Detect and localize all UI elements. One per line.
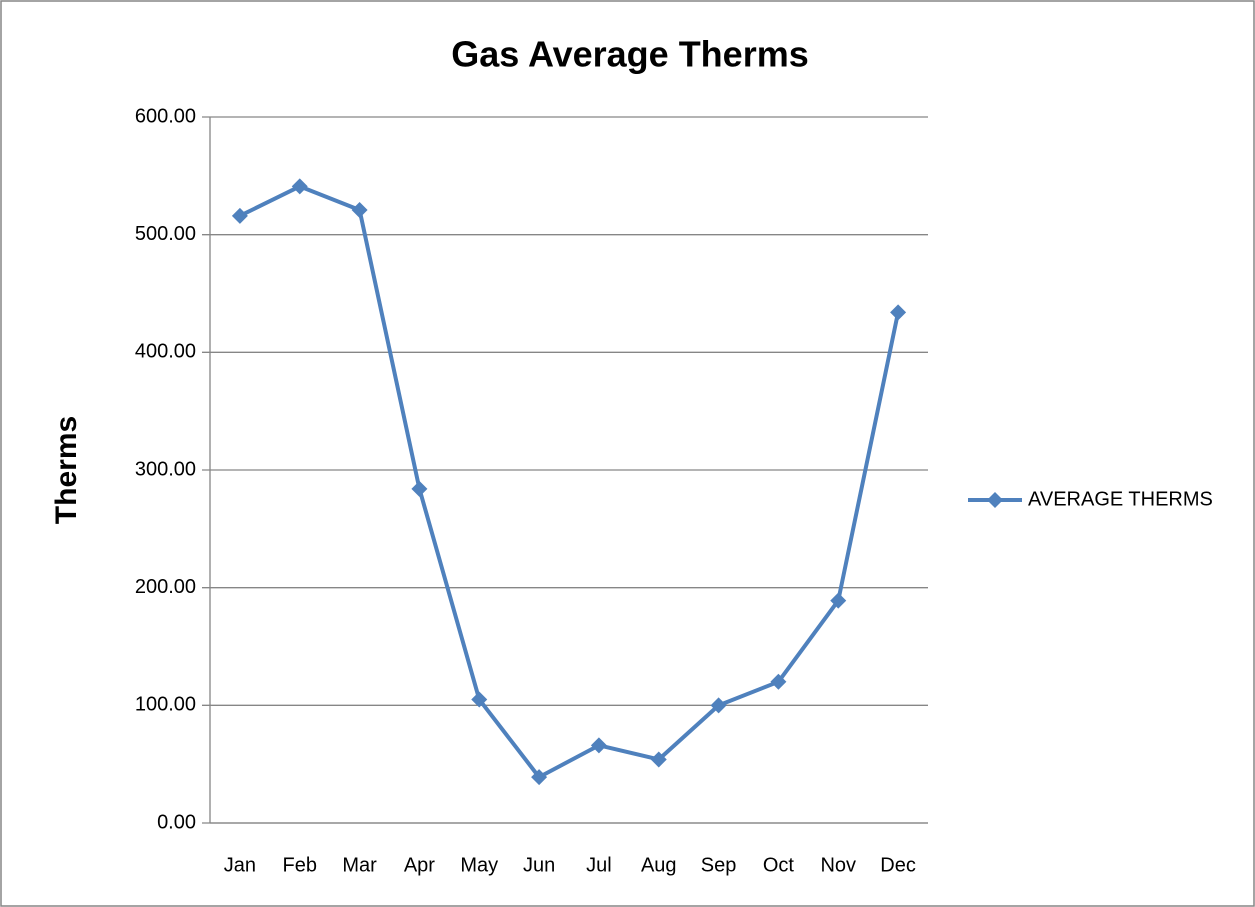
x-tick-label: Apr bbox=[404, 854, 435, 876]
y-tick-label: 200.00 bbox=[135, 576, 196, 598]
legend-marker bbox=[987, 492, 1003, 508]
x-tick-label: Aug bbox=[641, 854, 677, 876]
x-tick-label: Jun bbox=[523, 854, 555, 876]
chart-title: Gas Average Therms bbox=[451, 34, 809, 75]
y-tick-label: 300.00 bbox=[135, 458, 196, 480]
series-line bbox=[239, 184, 901, 780]
y-tick-label: 500.00 bbox=[135, 223, 196, 245]
data-point bbox=[590, 737, 607, 754]
data-point bbox=[351, 201, 368, 218]
y-tick-label: 600.00 bbox=[135, 105, 196, 127]
x-tick-label: Nov bbox=[820, 854, 856, 876]
data-point bbox=[830, 592, 847, 609]
legend-label: AVERAGE THERMS bbox=[1028, 488, 1213, 510]
y-tick-label: 400.00 bbox=[135, 341, 196, 363]
y-axis-label: Therms bbox=[50, 416, 83, 524]
x-tick-label: Sep bbox=[701, 854, 737, 876]
x-tick-label: Jan bbox=[224, 854, 256, 876]
x-tick-label: Dec bbox=[880, 854, 916, 876]
data-point bbox=[650, 751, 667, 768]
x-tick-label: Mar bbox=[342, 854, 377, 876]
y-tick-label: 0.00 bbox=[157, 811, 196, 833]
data-point bbox=[710, 697, 727, 714]
x-tick-label: May bbox=[460, 854, 498, 876]
data-point bbox=[770, 673, 787, 690]
x-tick-label: Oct bbox=[763, 854, 795, 876]
data-point bbox=[231, 207, 248, 224]
y-tick-label: 100.00 bbox=[135, 694, 196, 716]
x-tick-label: Jul bbox=[586, 854, 612, 876]
data-point bbox=[291, 178, 308, 195]
data-point bbox=[531, 769, 548, 786]
data-point bbox=[890, 304, 907, 321]
x-tick-label: Feb bbox=[283, 854, 317, 876]
data-point bbox=[471, 691, 488, 708]
data-point bbox=[411, 480, 428, 497]
